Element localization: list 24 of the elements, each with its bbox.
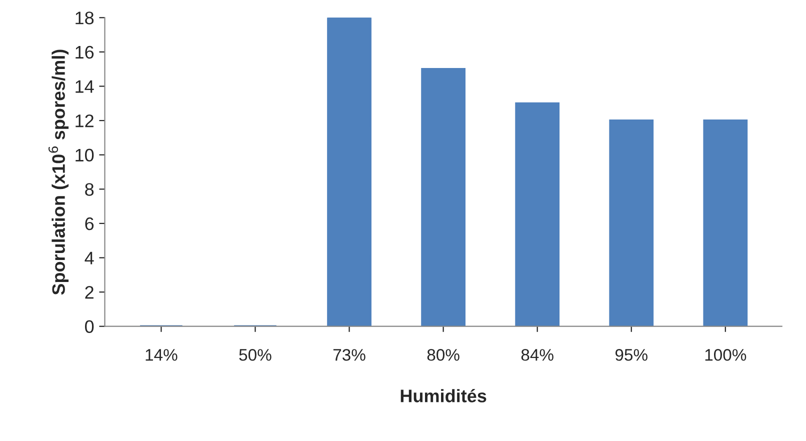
bar [327,18,372,326]
y-tick-label: 18 [76,12,94,24]
bar [609,119,654,326]
y-tick-label: 2 [85,286,94,299]
x-tick-label: 95% [615,349,648,361]
x-axis-title: Humidités [400,388,486,402]
x-tick-label: 80% [427,349,460,361]
x-tick-label: 73% [333,349,366,361]
x-tick-label: 50% [239,349,272,361]
y-tick-label: 12 [76,114,94,128]
y-tick-label: 6 [85,217,94,230]
x-tick-label: 14% [146,349,178,361]
bar [515,102,560,326]
x-tick-label: 100% [705,349,746,361]
y-tick-label: 4 [84,252,94,264]
y-tick-label: 16 [76,46,94,59]
y-axis-title: Sporulation (x10$^{6}$ spores/ml) [48,50,69,295]
bar [421,68,466,326]
x-tick-label: 84% [521,349,554,361]
y-tick-label: 0 [85,320,94,334]
y-tick-label: 8 [85,183,94,196]
bar [703,119,748,326]
y-tick-label: 10 [76,148,94,162]
y-tick-label: 14 [76,80,94,93]
